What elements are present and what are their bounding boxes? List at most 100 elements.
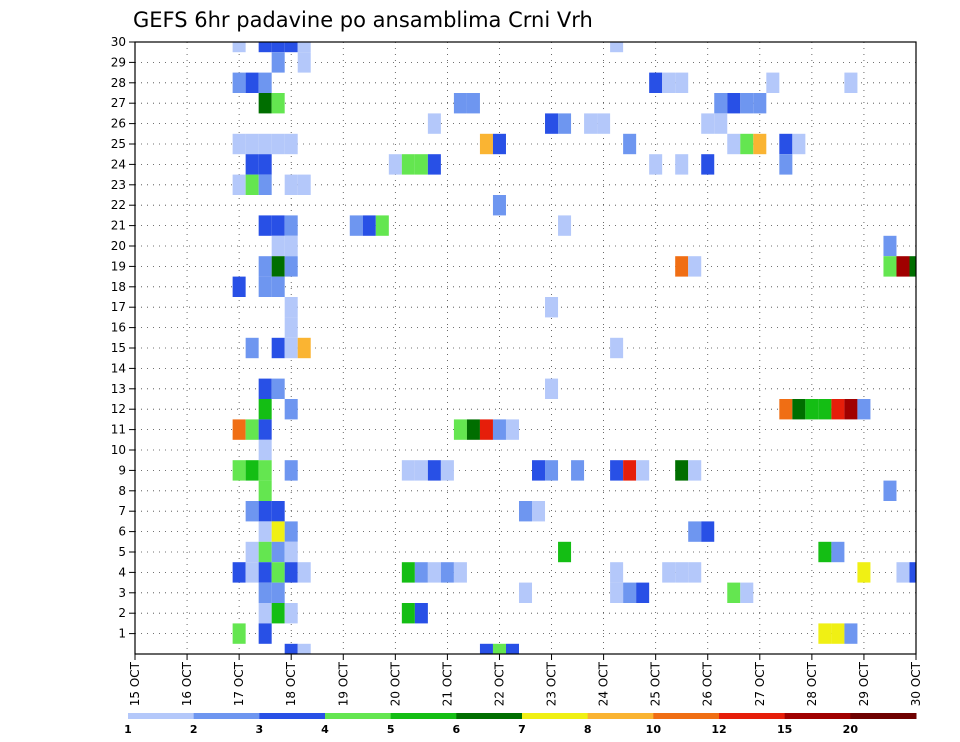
colorbar-swatch — [784, 713, 851, 719]
precip-cell — [805, 399, 819, 420]
precip-cell — [401, 460, 415, 481]
y-tick-label: 6 — [118, 525, 126, 539]
precip-cell — [284, 42, 298, 53]
precip-cell — [284, 541, 298, 563]
precip-cell — [753, 133, 767, 155]
precip-cell — [545, 113, 559, 134]
data-cells — [232, 42, 916, 654]
y-tick-label: 23 — [111, 178, 126, 192]
precip-cell — [883, 256, 897, 277]
precip-cell — [545, 378, 559, 399]
precip-cell — [427, 113, 441, 134]
precip-cell — [232, 623, 246, 644]
precip-cell — [701, 521, 715, 542]
x-tick-label: 26 OCT — [701, 661, 715, 706]
precip-cell — [740, 582, 754, 603]
x-tick-label: 30 OCT — [909, 661, 923, 706]
y-tick-label: 1 — [118, 627, 126, 641]
precip-cell — [558, 215, 572, 236]
precip-cell — [792, 133, 806, 155]
colorbar-label: 20 — [843, 723, 859, 736]
colorbar-swatch — [653, 713, 720, 719]
precip-cell — [284, 460, 298, 481]
precip-cell — [245, 72, 259, 93]
y-tick-label: 21 — [111, 219, 126, 233]
precip-cell — [505, 643, 519, 654]
colorbar-label: 1 — [124, 723, 132, 736]
precip-cell — [271, 52, 285, 73]
precip-cell — [818, 541, 832, 563]
colorbar-label: 4 — [321, 723, 329, 736]
precip-cell — [453, 93, 467, 114]
precip-cell — [258, 501, 272, 522]
y-tick-label: 10 — [111, 443, 126, 457]
precip-cell — [688, 256, 702, 277]
precip-cell — [284, 603, 298, 624]
precip-cell — [271, 215, 285, 236]
y-tick-label: 16 — [111, 321, 126, 335]
x-tick-label: 21 OCT — [440, 661, 454, 706]
precip-cell — [831, 623, 845, 644]
precip-cell — [675, 72, 689, 93]
colorbar-label: 5 — [387, 723, 395, 736]
precip-cell — [649, 154, 663, 175]
precip-cell — [258, 439, 272, 461]
precip-cell — [284, 133, 298, 155]
precip-cell — [818, 399, 832, 420]
precip-cell — [558, 541, 572, 563]
precip-cell — [844, 72, 858, 93]
precip-cell — [271, 133, 285, 155]
precip-cell — [662, 72, 676, 93]
x-tick-label: 24 OCT — [597, 661, 611, 706]
precip-cell — [258, 623, 272, 644]
precip-cell — [245, 337, 259, 359]
precip-cell — [388, 154, 402, 175]
x-tick-label: 20 OCT — [388, 661, 402, 706]
y-tick-label: 15 — [111, 341, 126, 355]
colorbar-swatch — [128, 713, 195, 719]
precip-cell — [271, 337, 285, 359]
precip-cell — [831, 399, 845, 420]
precip-cell — [232, 562, 246, 583]
precip-cell — [271, 42, 285, 53]
precip-cell — [675, 256, 689, 277]
precip-cell — [232, 174, 246, 195]
precip-cell — [740, 133, 754, 155]
precip-cell — [714, 113, 728, 134]
y-tick-label: 26 — [111, 117, 126, 131]
precip-cell — [701, 154, 715, 175]
precip-cell — [245, 174, 259, 195]
precip-cell — [779, 399, 793, 420]
precip-cell — [258, 174, 272, 195]
y-tick-label: 3 — [118, 586, 126, 600]
precip-cell — [453, 419, 467, 440]
precip-cell — [896, 256, 910, 277]
precip-cell — [688, 521, 702, 542]
precip-cell — [779, 133, 793, 155]
precip-cell — [896, 562, 910, 583]
precip-cell — [245, 562, 259, 583]
precip-cell — [258, 93, 272, 114]
colorbar-label: 3 — [256, 723, 264, 736]
precip-cell — [610, 337, 624, 359]
precip-cell — [245, 133, 259, 155]
precip-cell — [909, 256, 916, 277]
precip-cell — [727, 93, 741, 114]
precip-cell — [883, 235, 897, 257]
y-tick-label: 13 — [111, 382, 126, 396]
precip-cell — [271, 501, 285, 522]
precip-cell — [584, 113, 598, 134]
precip-cell — [258, 603, 272, 624]
x-tick-label: 29 OCT — [857, 661, 871, 706]
precip-cell — [844, 399, 858, 420]
precip-cell — [284, 521, 298, 542]
colorbar-swatch — [522, 713, 589, 719]
precip-cell — [727, 133, 741, 155]
precip-cell — [440, 562, 454, 583]
precip-cell — [271, 541, 285, 563]
precip-cell — [232, 276, 246, 297]
precip-cell — [714, 93, 728, 114]
precip-cell — [284, 643, 298, 654]
precip-cell — [271, 235, 285, 257]
precip-cell — [232, 460, 246, 481]
